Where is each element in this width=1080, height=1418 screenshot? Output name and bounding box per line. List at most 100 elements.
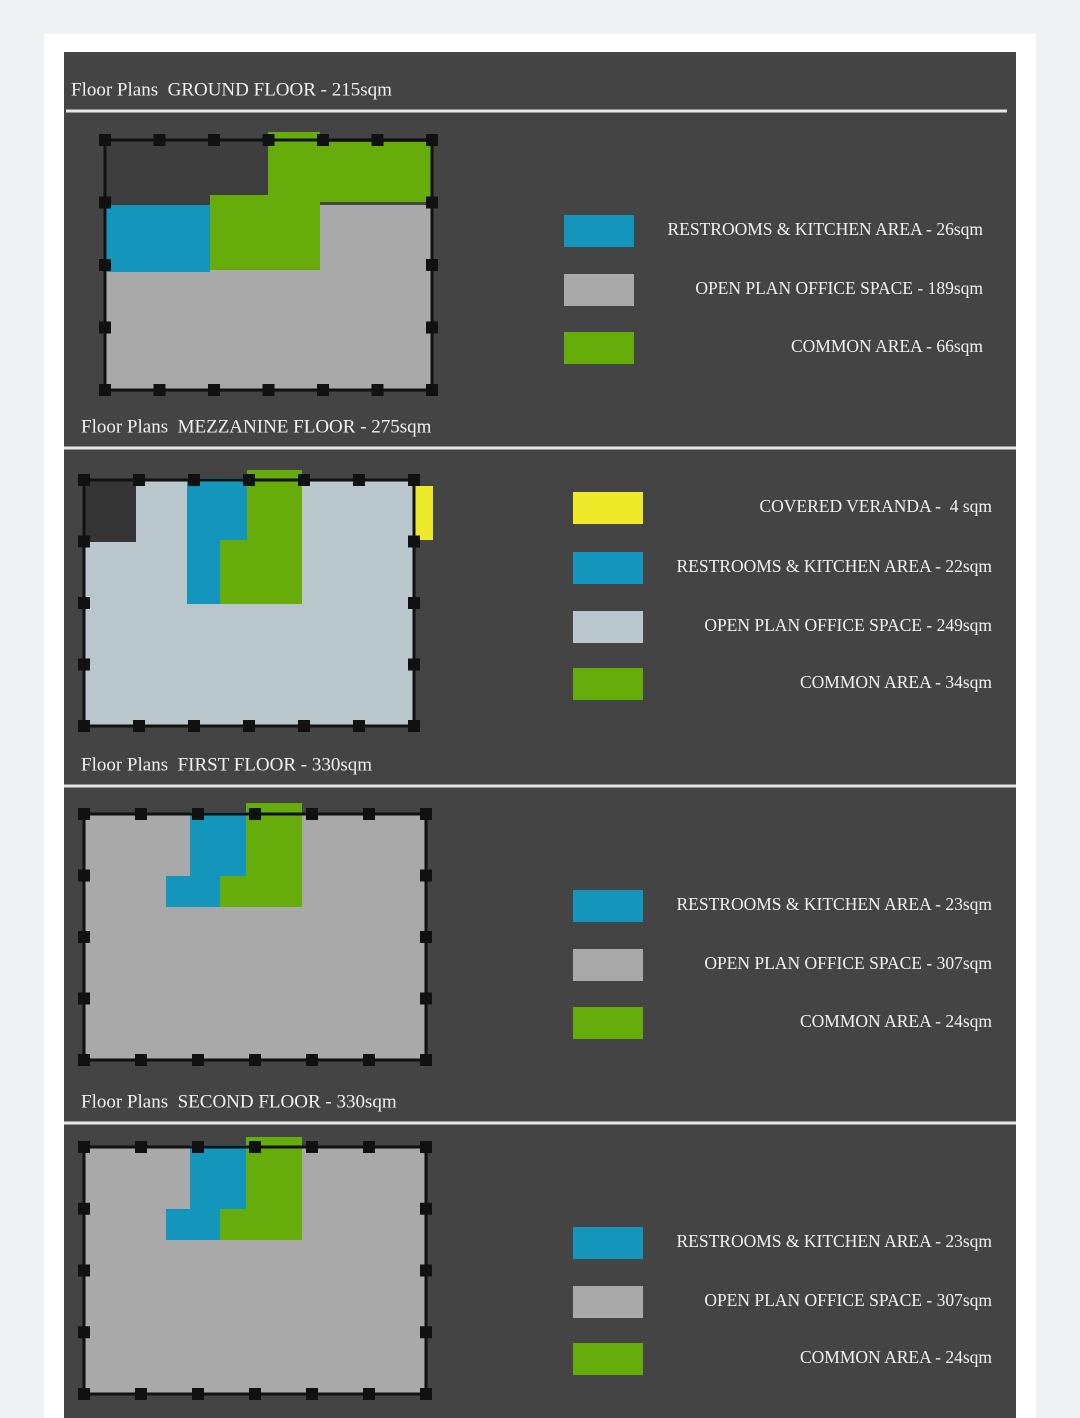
column [426,196,438,209]
plan-area [246,1137,302,1240]
column [192,808,204,820]
plan-area [268,132,320,198]
column [420,1326,432,1339]
column [99,321,111,334]
column [78,808,90,820]
column [99,196,111,209]
column [408,535,420,548]
column [353,720,365,732]
column [78,1202,90,1215]
column [426,321,438,334]
plan-area [105,205,210,272]
legend-label: OPEN PLAN OFFICE SPACE - 189sqm [695,278,983,298]
legend-swatch [573,1343,643,1375]
legend-swatch [573,890,643,922]
column [317,384,329,396]
plan-area [320,205,432,267]
column [420,1054,432,1066]
column [208,134,220,146]
legend-label: COMMON AREA - 66sqm [791,336,983,356]
legend-swatch [573,492,643,524]
column [317,134,329,146]
column [420,869,432,882]
column [408,597,420,609]
column [298,720,310,732]
column [78,474,90,486]
legend-swatch [564,274,634,306]
legend-label: OPEN PLAN OFFICE SPACE - 249sqm [704,615,992,635]
legend-label: COMMON AREA - 24sqm [800,1011,992,1031]
column [135,1388,147,1400]
legend-label: RESTROOMS & KITCHEN AREA - 26sqm [667,219,983,239]
column [262,134,275,146]
column [420,992,432,1005]
column [306,1388,318,1400]
column [78,992,90,1005]
legend-swatch [573,1227,643,1259]
column [306,1141,318,1153]
plan-area [320,142,432,202]
column [135,808,147,820]
column [135,1054,147,1066]
column [371,384,384,396]
column [78,931,90,943]
column [249,1388,261,1400]
plan-area [220,540,247,604]
column [371,134,384,146]
column [78,658,90,671]
legend-swatch [573,611,643,643]
column [78,535,90,548]
column [249,1141,261,1153]
column [420,1202,432,1215]
floor-title: Floor Plans FIRST FLOOR - 330sqm [81,754,372,775]
column [306,1054,318,1066]
legend-swatch [564,332,634,364]
column [426,384,438,396]
column [426,259,438,271]
column [78,720,90,732]
legend-label: OPEN PLAN OFFICE SPACE - 307sqm [704,1290,992,1310]
column [363,1388,375,1400]
column [420,1388,432,1400]
column [298,474,310,486]
plan-area [220,1209,246,1240]
legend-swatch [573,552,643,584]
column [188,720,200,732]
plan-area [246,803,302,907]
column [192,1054,204,1066]
column [78,1388,90,1400]
column [243,474,255,486]
column [78,1326,90,1339]
legend-label: COMMON AREA - 24sqm [800,1347,992,1367]
legend-swatch [573,1007,643,1039]
column [363,1141,375,1153]
column [363,808,375,820]
column [408,720,420,732]
floor-title: Floor Plans SECOND FLOOR - 330sqm [81,1091,397,1112]
floor-title: Floor Plans MEZZANINE FLOOR - 275sqm [81,416,432,437]
column [408,474,420,486]
plan-area [105,265,432,390]
floor-title: Floor Plans GROUND FLOOR - 215sqm [71,79,392,100]
column [153,384,166,396]
legend-label: RESTROOMS & KITCHEN AREA - 23sqm [676,1231,992,1251]
column [135,1141,147,1153]
column [99,134,111,146]
legend-label: OPEN PLAN OFFICE SPACE - 307sqm [704,953,992,973]
column [153,134,166,146]
column [306,808,318,820]
column [78,1054,90,1066]
column [420,1264,432,1277]
column [420,1141,432,1153]
column [188,474,200,486]
column [133,474,145,486]
column [408,658,420,671]
legend-label: RESTROOMS & KITCHEN AREA - 22sqm [676,556,992,576]
plan-area [210,195,320,270]
plan-area [247,470,302,604]
legend-label: COVERED VERANDA - 4 sqm [759,496,992,516]
column [78,869,90,882]
column [78,1264,90,1277]
